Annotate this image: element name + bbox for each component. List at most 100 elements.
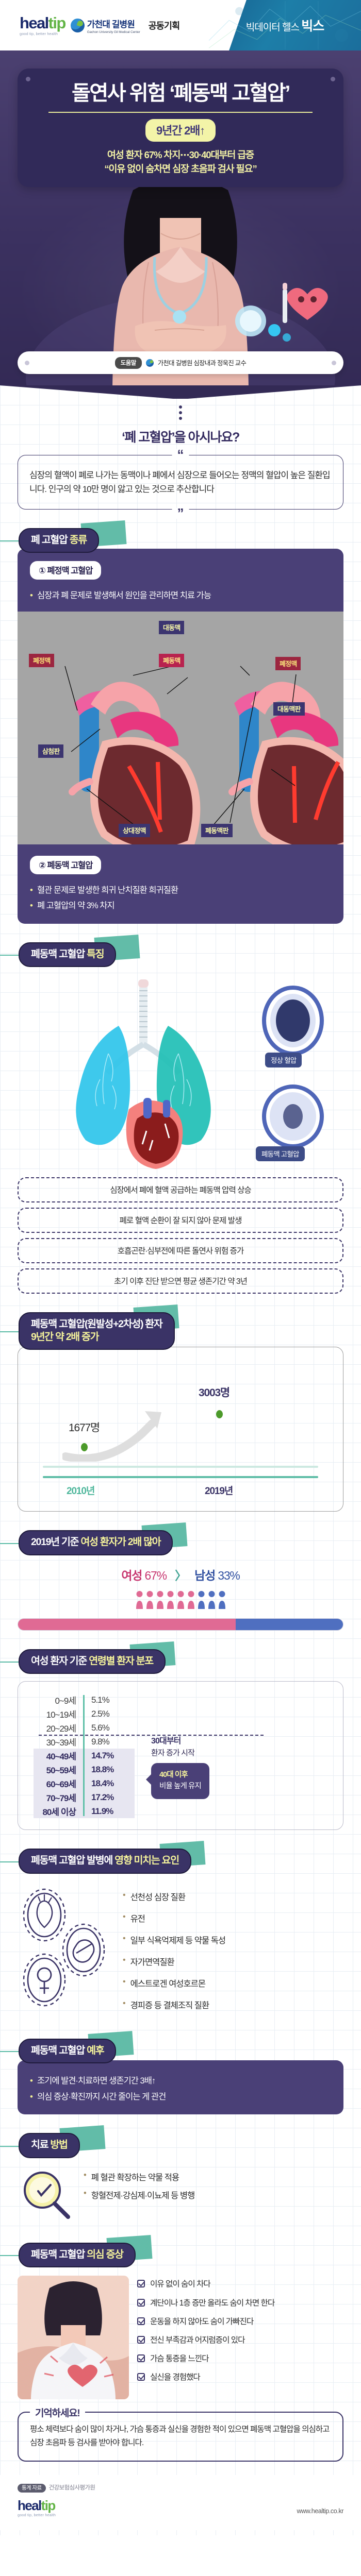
trend-xlabel-2019: 2019년 [205, 1486, 233, 1497]
body-content: ‘폐 고혈압’을 아시나요? “ 심장의 혈액이 폐로 나가는 동맥이나 폐에서… [0, 385, 361, 2535]
bigs-title: 빅데이터 헬스 빅스 [245, 19, 324, 33]
type1-panel: ① 폐정맥 고혈압 • 심장과 폐 문제로 발생해서 원인을 관리하면 치료 가능 [18, 549, 343, 612]
risk-item: • 선천성 심장 질환 [123, 1890, 186, 1902]
person-male-icon [208, 1590, 215, 1609]
intro-question: ‘폐 고혈압’을 아시나요? [122, 430, 240, 445]
bullet-dot-icon: • [84, 2188, 87, 2198]
hero-wedge [0, 385, 361, 399]
person-male-icon [218, 1590, 225, 1609]
type2-bullet-1: • 혈관 문제로 발생한 희귀 난치질환 희귀질환 [30, 885, 331, 896]
type2-bullet-2: • 폐 고혈압의 약 3% 차지 [30, 900, 331, 912]
gachon-mark-icon [70, 18, 85, 32]
symptom-list: 이유 없이 숨이 차다 계단이나 1층 증만 올라도 숨이 차면 한다 운동을 … [137, 2276, 343, 2390]
risk-item: • 자가면역질환 [123, 1955, 175, 1967]
treatment-content: • 폐 혈관 확장하는 약물 적용 • 항혈전제·강심제·이뇨제 등 병행 [18, 2166, 343, 2224]
bullet-dot-icon: • [30, 901, 33, 911]
section-header-treatment: 치료 방법 [0, 2125, 361, 2158]
bullet-dot-icon: • [30, 885, 33, 895]
female-value: 67% [144, 1568, 167, 1582]
healtip-tagline: good tip, better health [20, 31, 58, 36]
age-row: 20~29세 5.6% [46, 1722, 110, 1734]
feature-point-2: 폐로 혈액 순환이 잘 되지 않아 문제 발생 [18, 1208, 343, 1233]
risk-item: • 유전 [123, 1912, 145, 1924]
person-female-icon [187, 1590, 194, 1609]
section-arrow-icon [0, 540, 23, 541]
gachon-mini-mark-icon [145, 359, 154, 367]
prognosis-bullet: • 의심 증상·확진까지 시간 줄이는 게 관건 [30, 2091, 331, 2103]
age-row: 0~9세 5.1% [55, 1694, 110, 1706]
section-gender: 2019년 기준 여성 환자가 2배 많아 여성 67% 〉 남성 33% [0, 1522, 361, 1631]
age-note-30s: 30대부터 환자 증가 시작 [151, 1737, 195, 1758]
person-chest-pain-illustration [18, 2276, 129, 2400]
gender-ratio-row: 여성 67% 〉 남성 33% [0, 1566, 361, 1583]
section-symptoms: 폐동맥 고혈압 의심 증상 [0, 2234, 361, 2400]
section-types: 폐 고혈압 종류 ① 폐정맥 고혈압 • 심장과 폐 문제로 발생해서 원인을 관… [0, 520, 361, 924]
section-arrow-icon [0, 1543, 23, 1544]
quote-close-mark: ” [172, 506, 189, 520]
section-arrow-icon [0, 1861, 23, 1862]
trend-chart: 1677명 3003명 2010년 2019년 [18, 1347, 343, 1512]
risk-item: • 에스트로겐 여성호르몬 [123, 1977, 206, 1989]
check-icon [137, 2298, 145, 2307]
title-divider [48, 111, 313, 113]
section-arrow-icon [0, 2051, 23, 2053]
footer-healtip-logo: healtip good tip, better health [18, 2499, 56, 2517]
label-superior-vena-cava: 상대정맥 [119, 823, 150, 837]
male-label: 남성 [194, 1568, 216, 1582]
hospital-name-en: Gachon University Gil Medical Center [87, 30, 140, 34]
healtip-wordmark: healtip [20, 13, 66, 32]
section-header-trend: 폐동맥 고혈압(원발성+2차성) 환자 9년간 약 2배 증가 [0, 1304, 361, 1350]
section-title-age: 여성 환자 기준 연령별 환자 분포 [19, 1649, 166, 1674]
source-tag: 통계 자료 [18, 2483, 46, 2493]
symptom-item: 계단이나 1층 증만 올라도 숨이 차면 한다 [137, 2298, 343, 2309]
axis-line-primary [43, 1476, 318, 1479]
hero-subline-1: 여성 환자 67% 차지⋯30·40대부터 급증 [107, 149, 254, 160]
symptom-item: 운동을 하지 않아도 숨이 가빠진다 [137, 2316, 343, 2327]
heart-icon [23, 1888, 66, 1942]
check-icon [137, 2354, 145, 2362]
check-icon [137, 2335, 145, 2344]
trend-value-2019: 3003명 [199, 1387, 230, 1399]
feature-point-4: 초기 이후 진단 받으면 평균 생존기간 약 3년 [18, 1268, 343, 1294]
bullet-dot-icon: • [30, 590, 33, 601]
people-pictogram [0, 1590, 361, 1610]
section-arrow-icon [0, 954, 23, 956]
page-title: 돌연사 위험 ‘폐동맥 고혈압’ [72, 82, 290, 105]
bullet-dot-icon: • [123, 1934, 126, 1943]
section-arrow-icon [0, 2145, 23, 2147]
bullet-dot-icon: • [84, 2170, 87, 2180]
section-title-features: 폐동맥 고혈압 특징 [19, 942, 117, 968]
symptom-item: 전신 부족감과 어지럼증이 있다 [137, 2335, 343, 2346]
check-icon [137, 2280, 145, 2288]
flow-dots [0, 399, 361, 420]
trend-xlabel-2010: 2010년 [67, 1486, 95, 1497]
section-arrow-icon [0, 1331, 23, 1332]
trend-point-2019 [216, 1410, 223, 1419]
footer-url[interactable]: www.healtip.co.kr [297, 2507, 344, 2515]
trend-value-2010: 1677명 [69, 1422, 100, 1434]
increase-badge: 9년간 2배↑ [145, 118, 216, 142]
section-header-risk: 폐동맥 고혈압 발병에 영향 미치는 요인 [0, 1841, 361, 1874]
male-value: 33% [218, 1568, 240, 1582]
helper-tag: 도움말 [114, 357, 142, 369]
treatment-item: • 항혈전제·강심제·이뇨제 등 병행 [84, 2188, 195, 2200]
gender-ratio-bar [18, 1618, 343, 1631]
section-risk: 폐동맥 고혈압 발병에 영향 미치는 요인 [0, 1841, 361, 2020]
bullet-dot-icon: • [123, 1912, 126, 1921]
bullet-dot-icon: • [123, 1955, 126, 1964]
female-symbol-icon [23, 1953, 66, 2007]
trend-point-2010 [81, 1443, 88, 1452]
section-title-trend: 폐동맥 고혈압(원발성+2차성) 환자 9년간 약 2배 증가 [19, 1312, 175, 1350]
brand-bar: healtip good tip, better health 가천대 길병원 … [0, 0, 361, 50]
section-age: 여성 환자 기준 연령별 환자 분포 0~9세 5.1% 10~19세 2.5% 2… [0, 1641, 361, 1831]
intro-quote-box: “ 심장의 혈액이 폐로 나가는 동맥이나 폐에서 심장으로 들어오는 정맥의 … [18, 448, 343, 520]
source-line: 통계 자료 건강보험심사평가원 [18, 2483, 343, 2493]
axis-line-secondary [43, 1466, 318, 1468]
type1-bullet: • 심장과 폐 문제로 발생해서 원인을 관리하면 치료 가능 [30, 590, 331, 602]
lungs-illustration [76, 979, 324, 1170]
section-header-gender: 2019년 기준 여성 환자가 2배 많아 [0, 1522, 361, 1555]
section-title-gender: 2019년 기준 여성 환자가 2배 많아 [19, 1530, 173, 1555]
greater-than-icon: 〉 [175, 1568, 187, 1582]
footer: 통계 자료 건강보험심사평가원 healtip good tip, better … [0, 2475, 361, 2531]
